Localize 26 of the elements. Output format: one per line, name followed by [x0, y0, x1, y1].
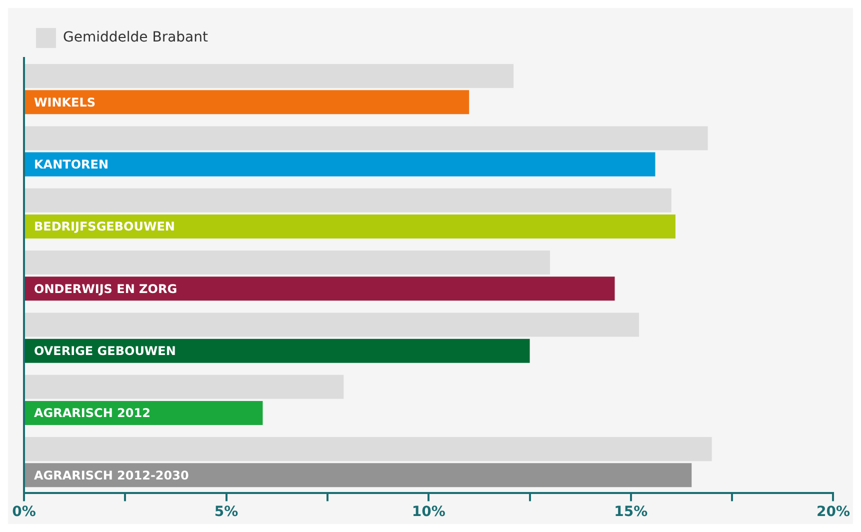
- x-tick-label: 5%: [214, 504, 238, 520]
- bar: [25, 64, 514, 88]
- x-tick-label: 0%: [12, 504, 36, 520]
- bar: [25, 338, 530, 363]
- x-tick-label: 15%: [614, 504, 648, 520]
- y-tick-label: AGRARISCH 2012-2030: [34, 468, 189, 482]
- bar: [25, 463, 692, 488]
- bar: [25, 188, 672, 212]
- bar: [25, 374, 344, 399]
- bar: [25, 126, 708, 150]
- bar: [25, 152, 656, 176]
- bar: [25, 214, 676, 238]
- y-tick-label: OVERIGE GEBOUWEN: [34, 344, 176, 358]
- bar: [25, 437, 712, 462]
- x-tick-label: 10%: [412, 504, 446, 520]
- y-tick-label: AGRARISCH 2012: [34, 406, 150, 420]
- bar: [25, 276, 615, 301]
- bar: [25, 312, 640, 337]
- y-tick-label: ONDERWIJS EN ZORG: [34, 282, 178, 296]
- y-tick-label: KANTOREN: [34, 157, 108, 172]
- bar: [25, 90, 470, 114]
- x-tick-label: 20%: [816, 504, 850, 520]
- legend-label: Gemiddelde Brabant: [63, 30, 208, 46]
- y-tick-label: WINKELS: [34, 95, 96, 110]
- y-tick-label: BEDRIJFSGEBOUWEN: [34, 220, 175, 234]
- bar: [25, 250, 550, 275]
